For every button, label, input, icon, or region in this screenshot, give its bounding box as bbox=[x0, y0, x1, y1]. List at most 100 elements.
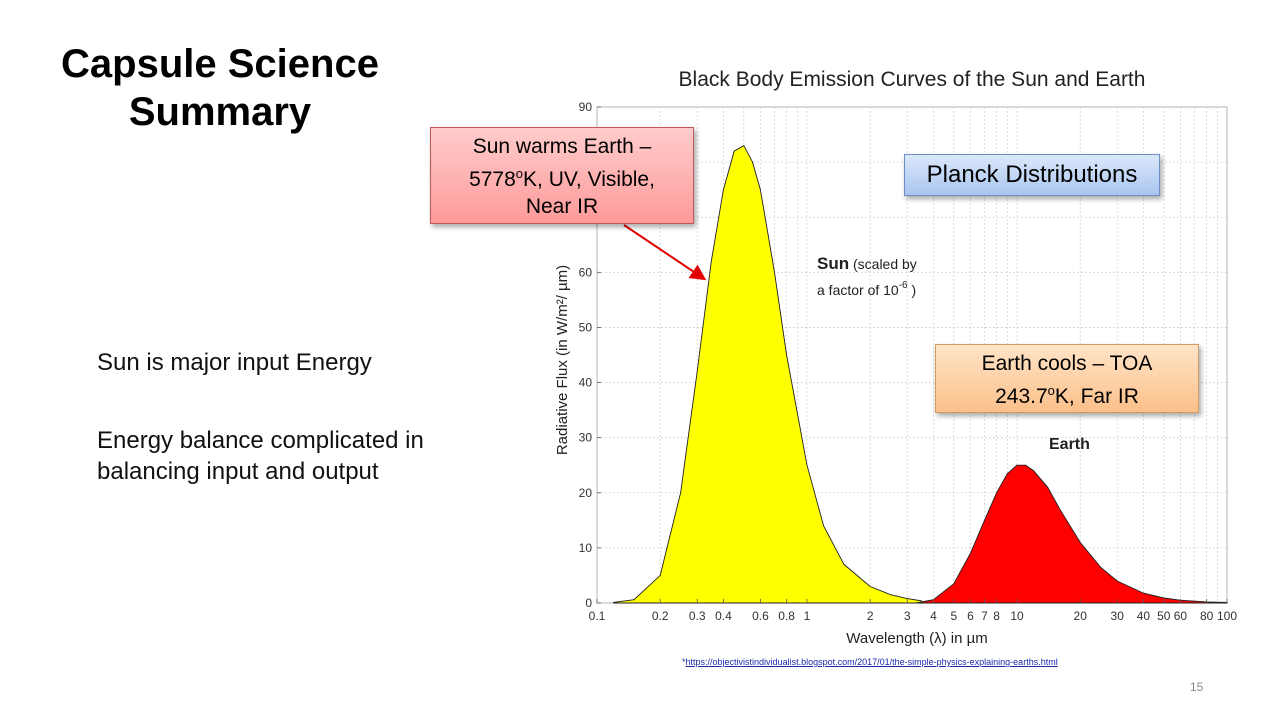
series-area-sun bbox=[613, 144, 922, 604]
bullet-energy-balance: Energy balance complicated in balancing … bbox=[97, 427, 424, 485]
data-point-sun bbox=[743, 144, 745, 147]
x-tick-label: 0.2 bbox=[652, 609, 669, 623]
sun-scale-exponent: -6 bbox=[899, 280, 908, 291]
sun-label-rest: (scaled by bbox=[849, 256, 917, 272]
data-point-sun bbox=[722, 189, 725, 191]
data-point-earth bbox=[1033, 470, 1035, 472]
degree-mark: o bbox=[1047, 383, 1055, 398]
x-tick-label: 6 bbox=[967, 609, 974, 623]
x-tick-label: 0.4 bbox=[715, 609, 732, 623]
x-tick-label: 7 bbox=[981, 609, 988, 623]
data-point-sun bbox=[773, 271, 776, 273]
data-point-sun bbox=[613, 601, 615, 604]
x-tick-label: 30 bbox=[1111, 609, 1125, 623]
page-number: 15 bbox=[1190, 680, 1204, 694]
series-area-earth bbox=[915, 464, 1228, 604]
callout-sun-warms-earth: Sun warms Earth – 5778oK, UV, Visible, N… bbox=[430, 127, 694, 224]
data-point-sun bbox=[920, 600, 922, 602]
x-tick-label: 60 bbox=[1174, 609, 1188, 623]
data-point-earth bbox=[1059, 508, 1061, 510]
x-tick-label: 5 bbox=[950, 609, 957, 623]
x-tick-label: 100 bbox=[1217, 609, 1237, 623]
data-point-earth bbox=[1016, 464, 1018, 466]
x-tick-label: 0.6 bbox=[752, 609, 769, 623]
sun-curve-label: Sun (scaled by bbox=[817, 254, 917, 273]
data-point-earth bbox=[969, 552, 972, 554]
y-tick-label: 0 bbox=[585, 596, 592, 610]
slide-title: Capsule Science Summary bbox=[61, 42, 379, 134]
data-point-earth bbox=[1163, 597, 1165, 599]
sun-scale-close: ) bbox=[908, 282, 917, 298]
data-point-sun bbox=[806, 464, 808, 466]
source-prefix: * bbox=[682, 657, 686, 667]
sun-scale-note: a factor of 10-6 ) bbox=[817, 280, 916, 298]
data-point-sun bbox=[889, 594, 892, 596]
data-point-sun bbox=[751, 161, 754, 163]
data-point-sun bbox=[710, 260, 712, 262]
data-point-earth bbox=[1142, 592, 1145, 594]
data-point-earth bbox=[915, 602, 917, 604]
data-point-sun bbox=[843, 563, 845, 566]
callout-sun-line1: Sun warms Earth – bbox=[472, 135, 652, 158]
data-point-sun bbox=[696, 370, 698, 373]
data-point-earth bbox=[1006, 472, 1008, 475]
y-tick-label: 60 bbox=[579, 265, 593, 279]
callout-earth-cools: Earth cools – TOA 243.7oK, Far IR bbox=[935, 344, 1199, 413]
data-point-sun bbox=[906, 597, 908, 600]
data-point-sun bbox=[823, 525, 825, 527]
x-tick-label: 2 bbox=[867, 609, 874, 623]
data-point-sun bbox=[786, 354, 788, 356]
earth-curve-label: Earth bbox=[1049, 436, 1090, 453]
y-tick-label: 20 bbox=[579, 486, 593, 500]
data-point-sun bbox=[733, 150, 735, 152]
degree-mark: o bbox=[515, 166, 524, 181]
data-point-earth bbox=[1116, 580, 1118, 582]
data-point-sun bbox=[759, 189, 762, 191]
x-tick-label: 40 bbox=[1137, 609, 1151, 623]
x-tick-label: 4 bbox=[930, 609, 937, 623]
y-tick-label: 30 bbox=[579, 431, 593, 445]
x-tick-label: 8 bbox=[993, 609, 1000, 623]
callout-earth-line1: Earth cools – TOA bbox=[981, 352, 1153, 375]
data-point-earth bbox=[996, 492, 998, 494]
callout-earth-band: K, Far IR bbox=[1054, 385, 1139, 408]
x-tick-label: 0.3 bbox=[689, 609, 706, 623]
y-tick-label: 50 bbox=[579, 320, 593, 334]
data-point-earth bbox=[1047, 486, 1049, 488]
callout-sun-line2: 5778oK, UV, Visible, bbox=[431, 160, 693, 193]
x-tick-label: 10 bbox=[1010, 609, 1024, 623]
callout-sun-bands: K, UV, Visible, bbox=[523, 168, 655, 191]
y-axis-label: Radiative Flux (in W/m²/ µm) bbox=[554, 265, 571, 455]
data-point-earth bbox=[1079, 541, 1081, 543]
bullet-sun-input: Sun is major input Energy bbox=[97, 349, 372, 376]
data-point-sun bbox=[679, 492, 682, 494]
x-tick-label: 0.1 bbox=[589, 609, 606, 623]
data-point-sun bbox=[659, 574, 661, 577]
data-point-sun bbox=[869, 585, 871, 588]
callout-earth-temp: 243.7 bbox=[995, 385, 1048, 408]
callout-sun-line3: Near IR bbox=[525, 195, 599, 218]
x-tick-label: 3 bbox=[904, 609, 911, 623]
x-tick-label: 20 bbox=[1074, 609, 1088, 623]
data-point-sun bbox=[633, 599, 635, 601]
x-tick-label: 1 bbox=[804, 609, 811, 623]
callout-sun-temp: 5778 bbox=[469, 168, 516, 191]
callout-earth-line2: 243.7oK, Far IR bbox=[936, 377, 1198, 410]
chart-title: Black Body Emission Curves of the Sun an… bbox=[679, 68, 1146, 91]
data-point-earth bbox=[983, 519, 986, 521]
data-point-earth bbox=[953, 583, 955, 585]
y-tick-label: 40 bbox=[579, 376, 593, 390]
callout-arrow bbox=[623, 224, 707, 281]
y-tick-label: 10 bbox=[579, 541, 593, 555]
x-tick-label: 0.8 bbox=[778, 609, 795, 623]
sun-scale-text: a factor of 10 bbox=[817, 282, 899, 298]
data-point-earth bbox=[1099, 566, 1102, 568]
x-tick-label: 50 bbox=[1157, 609, 1171, 623]
y-tick-label: 90 bbox=[579, 100, 593, 114]
callout-planck-distributions: Planck Distributions bbox=[904, 154, 1160, 196]
source-citation[interactable]: *https://objectivistindividualist.blogsp… bbox=[682, 657, 1058, 667]
source-link[interactable]: https://objectivistindividualist.blogspo… bbox=[685, 657, 1058, 667]
data-point-earth bbox=[1025, 464, 1027, 466]
x-tick-label: 80 bbox=[1200, 609, 1214, 623]
sun-label-bold: Sun bbox=[817, 254, 849, 273]
